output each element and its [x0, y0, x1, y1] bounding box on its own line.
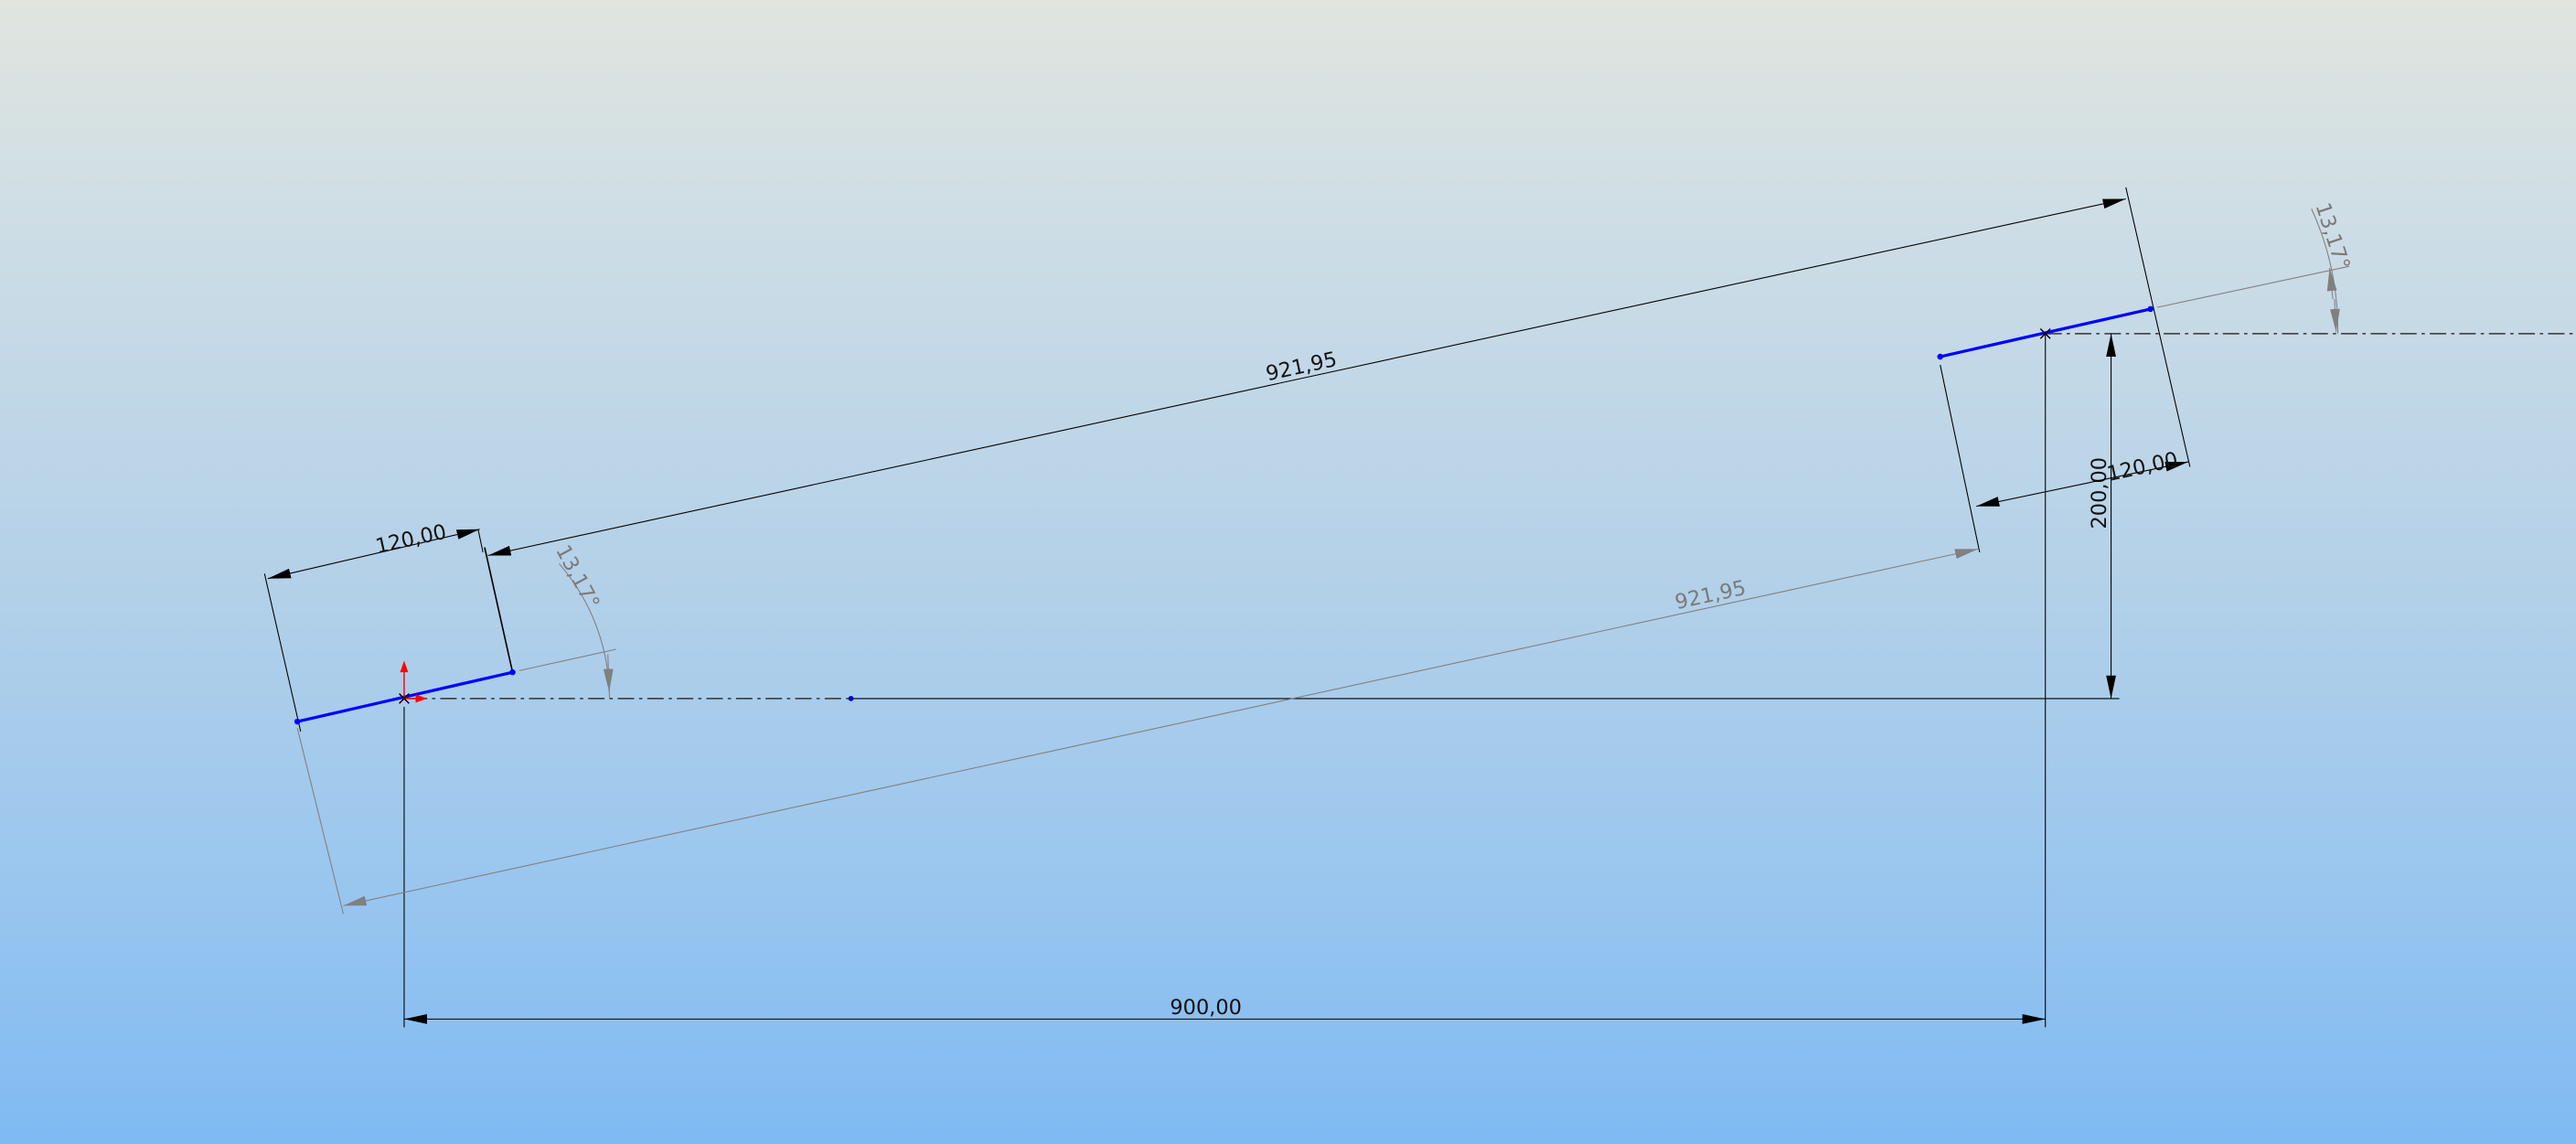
- right-line-end-point[interactable]: [2147, 305, 2154, 313]
- right-line-start-point[interactable]: [1937, 353, 1943, 360]
- angle-right-label[interactable]: 13,17°: [2311, 200, 2355, 273]
- origin-icon: [399, 660, 428, 704]
- right-sketch-line[interactable]: [1937, 305, 2154, 360]
- dimension-200[interactable]: 200,00: [2088, 333, 2116, 699]
- dimension-921-top-label[interactable]: 921,95: [1264, 347, 1339, 386]
- dimension-921-top[interactable]: 921,95: [484, 187, 2191, 673]
- left-line-start-point[interactable]: [294, 718, 301, 725]
- dimension-921-bottom[interactable]: 921,95: [296, 364, 1981, 914]
- dimension-921-bottom-label[interactable]: 921,95: [1673, 576, 1748, 615]
- dimension-120-right[interactable]: 120,00: [1976, 448, 2189, 508]
- dimension-900-label[interactable]: 900,00: [1170, 996, 1242, 1020]
- left-line-end-point[interactable]: [509, 668, 516, 676]
- right-midpoint-icon[interactable]: [2039, 327, 2051, 339]
- angle-dimension-right[interactable]: 13,17°: [2156, 200, 2355, 334]
- angle-left-label[interactable]: 13,17°: [550, 541, 604, 614]
- dimension-120-right-label[interactable]: 120,00: [2105, 448, 2180, 486]
- dimension-120-left[interactable]: 120,00: [263, 520, 484, 732]
- centerline-endpoint[interactable]: [848, 696, 854, 701]
- angle-dimension-left[interactable]: 13,17°: [518, 541, 616, 699]
- dimension-900[interactable]: 900,00: [403, 333, 2047, 1028]
- dimension-120-left-label[interactable]: 120,00: [373, 520, 448, 559]
